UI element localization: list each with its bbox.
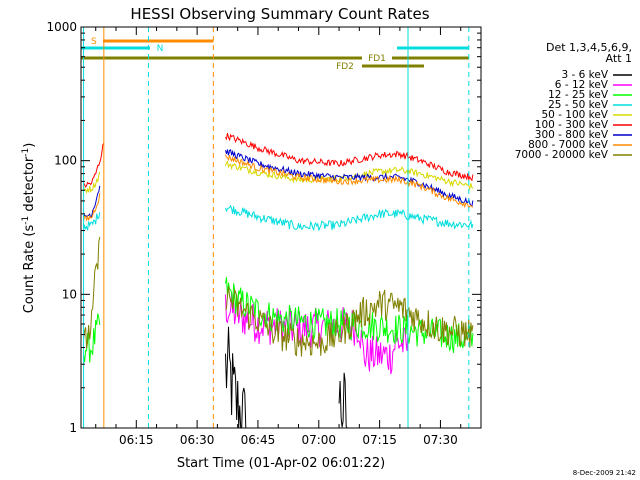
plot-frame: [80, 26, 482, 429]
footer-timestamp: 8-Dec-2009 21:42: [573, 469, 636, 477]
vertical-markers: [83, 27, 470, 428]
legend-label: 50 - 100 keV: [541, 109, 608, 121]
x-tick-label: 07:30: [423, 433, 458, 447]
flag-label-n: N: [157, 44, 164, 54]
y-tick-label: 100: [54, 154, 77, 168]
y-tick-label: 1000: [46, 20, 77, 34]
flag-label-fd1: FD1: [368, 54, 386, 64]
legend-header: Att 1: [606, 52, 632, 65]
series-line: [225, 326, 247, 429]
series-line: [225, 132, 474, 182]
series-line: [225, 292, 409, 375]
series-12-25-kev: [83, 277, 474, 363]
series-line: [83, 185, 101, 219]
series-line: [225, 286, 474, 357]
series-25-50-kev: [83, 204, 474, 232]
x-tick-label: 06:15: [119, 433, 154, 447]
x-tick-label: 07:15: [362, 433, 397, 447]
legend-label: 6 - 12 keV: [555, 79, 609, 91]
flag-label-s: S: [91, 37, 97, 47]
series-group: [83, 132, 474, 429]
chart-title: HESSI Observing Summary Count Rates: [130, 5, 429, 23]
legend-header: Det 1,3,4,5,6,9,: [546, 41, 632, 54]
series-line: [83, 142, 105, 189]
x-tick-label: 06:45: [241, 433, 276, 447]
legend-label: 25 - 50 keV: [548, 99, 609, 111]
legend-label: 7000 - 20000 keV: [515, 149, 609, 161]
series-line: [225, 204, 474, 232]
series-300-800-kev: [83, 149, 474, 219]
series-100-300-kev: [83, 132, 474, 189]
series-line: [83, 171, 101, 194]
x-tick-label: 07:00: [301, 433, 336, 447]
legend-label: 12 - 25 keV: [548, 89, 609, 101]
series-line: [225, 149, 474, 208]
series-line: [225, 277, 474, 353]
flag-bars: S N FD1 FD2: [81, 37, 469, 72]
legend-label: 100 - 300 keV: [535, 119, 609, 131]
series-6-12-kev: [225, 292, 409, 375]
series-line: [83, 313, 101, 363]
flag-label-fd2: FD2: [336, 62, 354, 72]
series-line: [338, 372, 348, 429]
legend-label: 300 - 800 keV: [535, 129, 609, 141]
series-line: [83, 236, 101, 349]
axis-ticks: 1 10 100 1000 06:15 06:30 06:45 07:00 07:15 07:30: [46, 20, 481, 447]
legend-label: 3 - 6 keV: [561, 69, 608, 81]
series-line: [83, 193, 101, 222]
x-axis-label: Start Time (01-Apr-02 06:01:22): [177, 456, 385, 471]
y-tick-label: 1: [69, 421, 77, 435]
series-800-7000-kev: [83, 154, 474, 222]
x-tick-label: 06:30: [180, 433, 215, 447]
series-line: [225, 154, 474, 209]
y-tick-label: 10: [62, 287, 77, 301]
legend-label: 800 - 7000 keV: [528, 139, 609, 151]
series-3-6-kev: [225, 326, 348, 429]
series-line: [83, 212, 101, 231]
series-50-100-kev: [83, 160, 474, 194]
series-7000-20000-kev: [83, 236, 474, 357]
y-axis-label: Count Rate (s-1 detector-1): [21, 143, 37, 314]
